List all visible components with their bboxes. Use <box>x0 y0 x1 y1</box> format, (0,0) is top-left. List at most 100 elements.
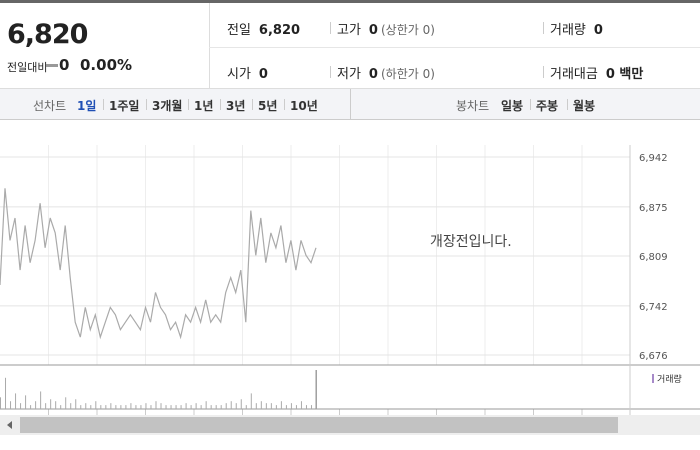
volume-bar <box>120 405 122 409</box>
volume-bar <box>205 401 207 409</box>
summary-value: 0 <box>593 23 603 38</box>
summary-cell: 시가 0 <box>227 63 268 82</box>
volume-bar <box>240 399 242 409</box>
change: 0 <box>59 56 70 74</box>
volume-bar <box>95 401 97 409</box>
volume-bar <box>40 391 42 409</box>
summary-cell: 저가 0 (하한가 0) <box>337 63 435 82</box>
summary-value: 6,820 <box>258 23 301 38</box>
volume-bar <box>110 403 112 409</box>
y-tick-label: 6,942 <box>639 153 668 164</box>
period-tab[interactable]: 5년 <box>258 99 278 113</box>
summary-note: (상한가 0) <box>380 23 435 37</box>
separator <box>146 99 147 110</box>
volume-bar <box>75 399 77 409</box>
volume-bar <box>300 401 302 409</box>
y-tick-label: 6,875 <box>639 203 668 214</box>
volume-bar <box>175 405 177 409</box>
volume-bar <box>170 405 172 409</box>
volume-bar <box>280 401 282 409</box>
volume-bar <box>190 405 192 409</box>
y-tick-label: 6,676 <box>639 351 668 362</box>
separator <box>284 99 285 110</box>
separator <box>543 22 544 34</box>
summary-label: 시가 <box>227 67 251 82</box>
volume-bar <box>0 397 1 409</box>
change-label: 전일대비 <box>7 61 48 74</box>
candle-tab[interactable]: 주봉 <box>536 99 559 113</box>
volume-bar <box>200 405 202 409</box>
volume-bar <box>260 401 262 409</box>
candle-tab[interactable]: 일봉 <box>501 99 524 113</box>
separator <box>330 66 331 78</box>
volume-bar <box>245 405 247 409</box>
summary-cell: 전일 6,820 <box>227 19 300 38</box>
separator <box>530 99 531 110</box>
volume-bar <box>295 405 297 409</box>
chart: 6,676 6,742 6,809 6,875 6,942 개장전입니다. 거래량 <box>0 145 700 415</box>
divider <box>209 47 700 48</box>
volume-bar <box>85 403 87 409</box>
volume-bar <box>130 403 132 409</box>
summary-label: 거래량 <box>550 23 586 38</box>
summary-cell: 거래대금 0 백만 <box>550 63 643 82</box>
summary-label: 전일 <box>227 23 251 38</box>
volume-bar <box>235 403 237 409</box>
volume-bar <box>220 405 222 409</box>
summary-value: 0 <box>258 67 268 82</box>
period-tab[interactable]: 10년 <box>290 99 318 113</box>
change-rate: 0.00% <box>80 56 133 74</box>
volume-bar <box>215 405 217 409</box>
chart-tabs: 선차트 1일 1주일 3개월 1년 3년 5년 10년 봉차트 일봉 주봉 월봉 <box>0 88 700 120</box>
period-tab[interactable]: 1주일 <box>109 99 140 113</box>
volume-bar <box>310 405 312 409</box>
volume-bar <box>145 403 147 409</box>
annotation: 개장전입니다. <box>430 234 512 250</box>
price: 6,820 <box>7 19 88 50</box>
candle-tab[interactable]: 월봉 <box>573 99 596 113</box>
volume-bar <box>165 405 167 409</box>
separator <box>103 99 104 110</box>
summary-label: 거래대금 <box>550 67 598 82</box>
scroll-left[interactable] <box>6 420 14 430</box>
price-line <box>0 188 317 340</box>
summary-cell: 거래량 0 <box>550 19 603 38</box>
volume-bar <box>195 403 197 409</box>
volume-bar <box>50 399 52 409</box>
volume-bar <box>135 405 137 409</box>
volume-bar <box>70 403 72 409</box>
volume-bar <box>225 403 227 409</box>
volume-bar <box>10 401 12 409</box>
period-tab[interactable]: 1일 <box>77 99 97 113</box>
summary-cell: 고가 0 (상한가 0) <box>337 19 435 38</box>
volume-bar <box>30 405 32 409</box>
separator <box>188 99 189 110</box>
volume-bar <box>185 403 187 409</box>
divider <box>350 89 351 120</box>
period-tab[interactable]: 3개월 <box>152 99 183 113</box>
flat-icon <box>46 64 58 67</box>
tab-group-label: 봉차트 <box>456 99 490 113</box>
scrollbar[interactable] <box>0 415 700 435</box>
volume-bar <box>125 405 127 409</box>
volume-bar <box>150 405 152 409</box>
separator <box>252 99 253 110</box>
summary-value: 0 <box>368 67 378 82</box>
summary-label: 고가 <box>337 23 361 38</box>
summary-value: 0 백만 <box>605 67 644 82</box>
scroll-thumb[interactable] <box>20 417 618 433</box>
separator <box>330 22 331 34</box>
tab-group-label: 선차트 <box>33 99 67 113</box>
summary-value: 0 <box>368 23 378 38</box>
volume-legend: 거래량 <box>657 373 682 385</box>
y-tick-label: 6,809 <box>639 252 668 263</box>
volume-bar <box>105 405 107 409</box>
volume-bar <box>270 403 272 409</box>
period-tab[interactable]: 3년 <box>226 99 246 113</box>
volume-bar <box>250 393 252 409</box>
period-tab[interactable]: 1년 <box>194 99 214 113</box>
volume-bar <box>230 401 232 409</box>
volume-bar <box>305 405 307 409</box>
separator <box>220 99 221 110</box>
